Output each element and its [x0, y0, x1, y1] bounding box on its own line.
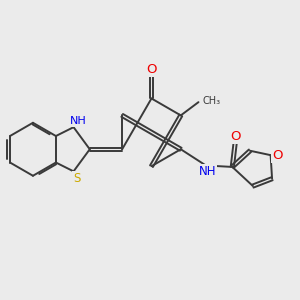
Text: NH: NH: [70, 116, 86, 126]
Text: O: O: [230, 130, 241, 142]
Text: O: O: [272, 149, 282, 162]
Text: S: S: [74, 172, 81, 185]
Text: CH₃: CH₃: [203, 96, 221, 106]
Text: NH: NH: [199, 165, 216, 178]
Text: O: O: [146, 63, 157, 76]
